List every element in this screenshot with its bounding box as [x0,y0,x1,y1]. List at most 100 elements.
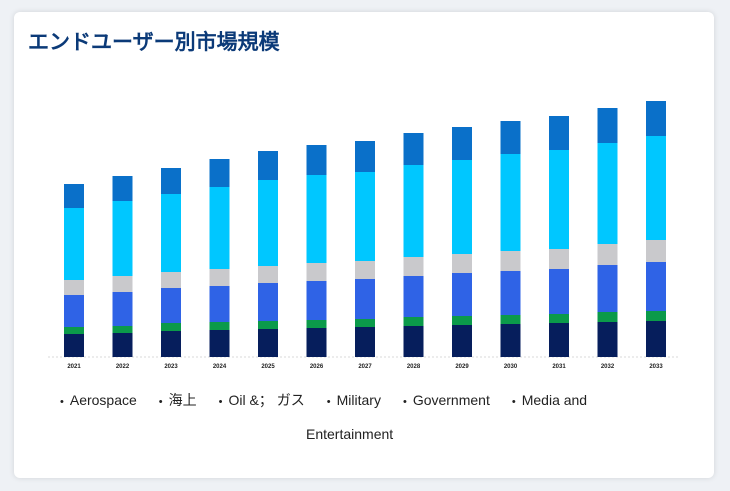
bar-segment-2033-3 [646,240,666,262]
bar-segment-2028-4 [403,165,424,257]
legend-item-oil-gas[interactable]: • Oil &； ガス [219,384,305,418]
x-tick-label: 2024 [213,364,227,370]
bar-segment-2029-2 [452,273,472,316]
bar-segment-2027-3 [355,261,375,279]
bar-segment-2033-2 [646,262,666,311]
bar-segment-2024-3 [209,269,230,286]
bar-segment-2029-4 [452,160,472,254]
bar-segment-2029-5 [452,127,472,160]
bar-segment-2027-5 [355,141,375,172]
bar-segment-2028-0 [403,326,424,357]
x-tick-label: 2022 [116,364,130,370]
x-tick-label: 2026 [310,364,324,370]
bar-segment-2023-5 [161,168,181,194]
bar-segment-2029-1 [452,316,472,325]
bar-segment-2028-1 [403,317,424,326]
chart-title: エンドユーザー別市場規模 [28,30,280,54]
bar-segment-2031-0 [549,323,569,357]
bar-segment-2030-4 [500,154,521,251]
x-tick-labels: 2021 2022 2023 2024 2025 2026 2027 2028 2029 2030… [67,364,663,370]
bar-segment-2030-3 [500,251,521,271]
bar-segment-2022-2 [112,292,133,326]
bar-segment-2025-2 [258,283,278,321]
bar-segment-2027-4 [355,172,375,261]
bar-segment-2031-5 [549,116,569,150]
x-tick-label: 2028 [407,364,421,370]
bar-segment-2021-1 [64,327,84,334]
bar-segment-2031-1 [549,314,569,323]
bar-segment-2026-0 [306,328,327,357]
legend-item-aerospace[interactable]: • Aerospace [60,384,137,418]
legend-label: 海上 [168,392,197,408]
legend-item-military[interactable]: • Military [327,384,381,418]
bar-segment-2022-4 [112,201,133,276]
legend-label: Government [412,392,490,408]
bar-segment-2028-2 [403,276,424,317]
bar-segment-2024-0 [209,330,230,357]
x-tick-label: 2025 [261,364,275,370]
x-tick-label: 2030 [504,364,518,370]
legend-bullet: • [511,396,516,408]
bar-segment-2026-5 [306,145,327,175]
legend-item-media[interactable]: • Media and [512,384,587,418]
bar-segment-2027-0 [355,327,375,357]
bar-segment-2024-2 [209,286,230,322]
x-tick-label: 2029 [455,364,469,370]
bar-segment-2021-5 [64,184,84,208]
legend: • Aerospace • 海上 • Oil &； ガス • Military • Governm… [60,384,680,450]
legend-item-government[interactable]: • Government [403,384,490,418]
bar-segment-2023-2 [161,288,181,323]
legend-label: Oil &； ガス [228,392,305,408]
bar-segment-2021-2 [64,295,84,327]
bar-segment-2030-5 [500,121,521,154]
bar-segment-2024-4 [209,187,230,269]
bar-segment-2030-0 [500,324,521,357]
legend-line-1: • Aerospace • 海上 • Oil &； ガス • Military • Governm… [60,384,680,418]
bar-segment-2021-3 [64,280,84,295]
legend-bullet: • [158,396,163,408]
bar-segment-2033-0 [646,321,666,357]
bar-segment-2027-1 [355,319,375,327]
x-tick-label: 2021 [67,364,81,370]
bar-segment-2032-5 [597,108,618,143]
bar-segment-2033-1 [646,311,666,321]
bar-segment-2031-4 [549,150,569,249]
bar-segment-2022-5 [112,176,133,201]
legend-item-marine[interactable]: • 海上 [159,384,197,418]
bar-segment-2033-5 [646,101,666,136]
bar-segment-2030-1 [500,315,521,324]
bars-group [64,101,666,357]
bar-segment-2032-2 [597,265,618,312]
legend-bullet: • [402,396,407,408]
bar-segment-2028-3 [403,257,424,276]
bar-segment-2029-3 [452,254,472,273]
bar-segment-2021-0 [64,334,84,357]
bar-segment-2031-3 [549,249,569,269]
bar-segment-2023-0 [161,331,181,357]
bar-segment-2032-0 [597,322,618,357]
legend-label: Aerospace [69,392,137,408]
bar-segment-2028-5 [403,133,424,165]
bar-segment-2030-2 [500,271,521,315]
bar-segment-2033-4 [646,136,666,240]
bar-segment-2025-0 [258,329,278,357]
bar-segment-2032-1 [597,312,618,322]
bar-segment-2025-4 [258,180,278,266]
bar-segment-2029-0 [452,325,472,357]
bar-segment-2021-4 [64,208,84,280]
x-tick-label: 2032 [601,364,615,370]
bar-segment-2031-2 [549,269,569,314]
legend-label: Media and [521,392,588,408]
bar-segment-2026-3 [306,263,327,281]
bar-segment-2032-3 [597,244,618,265]
x-tick-label: 2027 [358,364,372,370]
bar-segment-2025-1 [258,321,278,329]
bar-segment-2025-3 [258,266,278,283]
bar-segment-2032-4 [597,143,618,244]
bar-segment-2024-1 [209,322,230,330]
bar-segment-2022-0 [112,333,133,357]
legend-bullet: • [60,396,64,408]
x-tick-label: 2033 [649,364,663,370]
bar-segment-2026-2 [306,281,327,320]
bar-segment-2023-4 [161,194,181,272]
